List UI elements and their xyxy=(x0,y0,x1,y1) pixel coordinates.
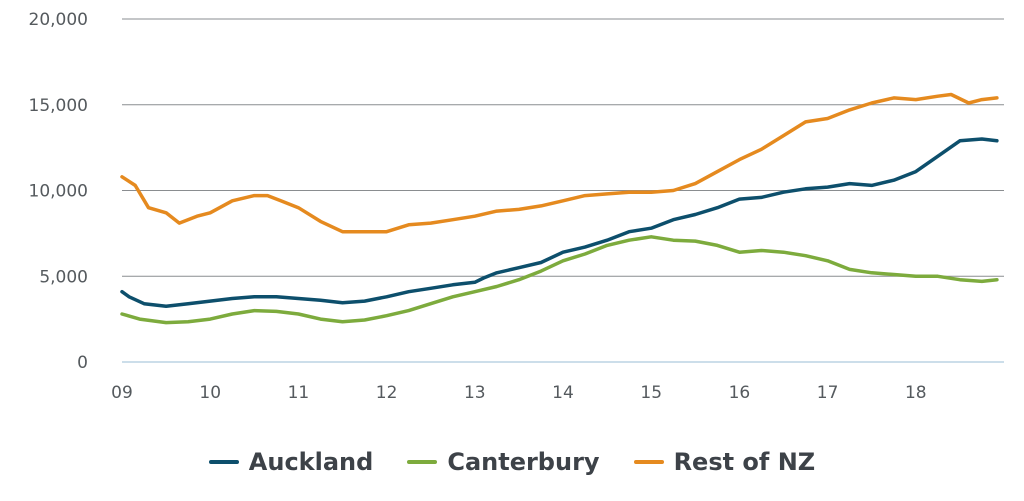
legend-swatch-rest-of-nz xyxy=(633,460,664,464)
x-tick-label: 12 xyxy=(376,383,398,403)
legend-item-canterbury: Canterbury xyxy=(407,448,600,476)
legend-swatch-auckland xyxy=(208,460,239,464)
x-tick-label: 18 xyxy=(905,383,927,403)
line-chart: 0 5,000 10,000 15,000 20,000 09 10 11 12 13 14 15 1… xyxy=(29,10,1004,403)
y-axis-tick-labels: 0 5,000 10,000 15,000 20,000 xyxy=(29,10,88,373)
x-tick-label: 13 xyxy=(464,383,486,403)
series-lines xyxy=(120,92,999,325)
y-tick-label: 0 xyxy=(77,353,88,373)
x-tick-label: 15 xyxy=(640,383,662,403)
x-tick-label: 10 xyxy=(199,383,221,403)
series-line-canterbury xyxy=(120,235,999,325)
legend-swatch-canterbury xyxy=(407,460,438,464)
legend-item-rest-of-nz: Rest of NZ xyxy=(633,448,816,476)
x-axis-tick-labels: 09 10 11 12 13 14 15 16 17 18 xyxy=(111,383,926,403)
y-tick-label: 5,000 xyxy=(39,267,88,287)
series-line-auckland xyxy=(120,137,999,309)
legend: Auckland Canterbury Rest of NZ xyxy=(0,442,1024,482)
x-tick-label: 14 xyxy=(552,383,574,403)
legend-label-canterbury: Canterbury xyxy=(447,448,600,476)
series-line-rest-of-nz xyxy=(120,92,999,234)
x-tick-label: 17 xyxy=(817,383,839,403)
y-tick-label: 20,000 xyxy=(29,10,88,30)
legend-item-auckland: Auckland xyxy=(208,448,374,476)
gridlines xyxy=(122,18,1004,363)
y-tick-label: 10,000 xyxy=(29,182,88,202)
x-tick-label: 16 xyxy=(729,383,751,403)
y-tick-label: 15,000 xyxy=(29,96,88,116)
legend-label-rest-of-nz: Rest of NZ xyxy=(673,448,816,476)
x-tick-label: 11 xyxy=(288,383,310,403)
x-tick-label: 09 xyxy=(111,383,133,403)
legend-label-auckland: Auckland xyxy=(248,448,374,476)
